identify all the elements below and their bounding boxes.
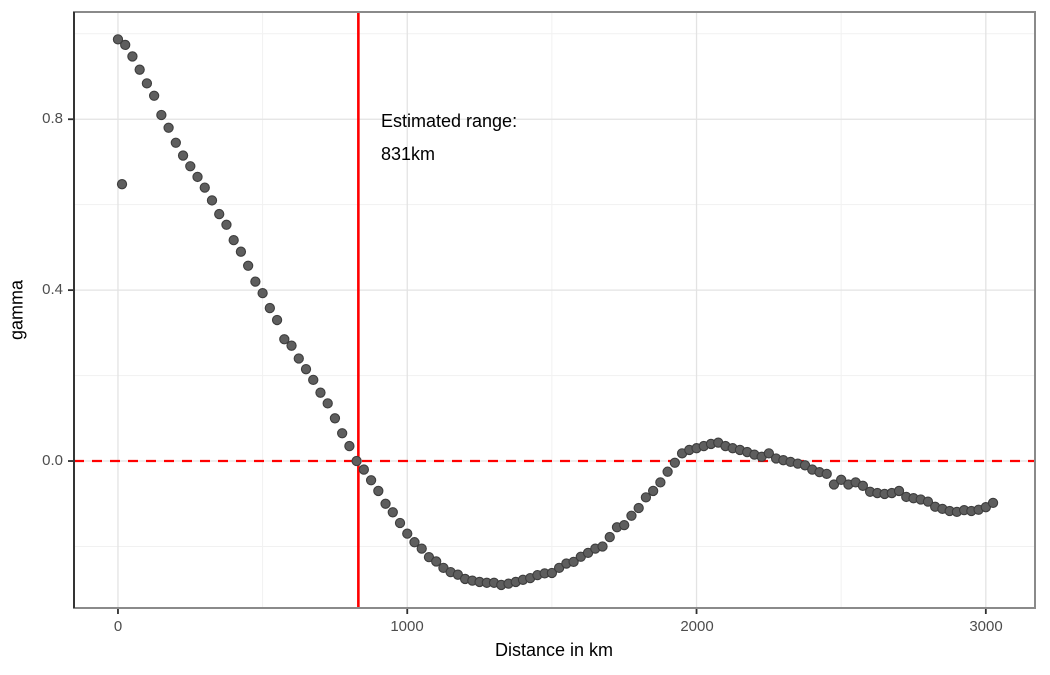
data-point: [431, 556, 442, 567]
data-point: [604, 531, 615, 543]
data-point: [163, 122, 174, 133]
data-point: [409, 537, 420, 548]
data-point: [271, 314, 283, 326]
annotation-line-2: 831km: [381, 144, 436, 164]
data-point: [257, 287, 268, 299]
data-point: [597, 541, 608, 552]
data-point: [546, 567, 558, 579]
data-point: [394, 517, 406, 529]
y-tick-label-2: 0.8: [42, 110, 63, 127]
data-point: [669, 457, 680, 468]
data-point: [626, 510, 637, 521]
data-point: [214, 208, 225, 220]
data-point: [264, 302, 275, 314]
data-point: [300, 364, 312, 375]
data-point: [286, 340, 297, 351]
data-point: [322, 398, 333, 409]
data-point: [662, 466, 673, 477]
data-point: [156, 109, 167, 121]
data-point: [315, 387, 326, 398]
data-point: [647, 485, 659, 497]
data-point: [148, 90, 160, 101]
data-point: [365, 475, 377, 486]
annotation-line-1: Estimated range:: [381, 111, 518, 131]
data-point: [141, 78, 153, 89]
data-point: [235, 246, 247, 257]
data-point: [402, 528, 413, 539]
data-point: [120, 39, 131, 51]
data-point: [308, 374, 319, 386]
data-point: [619, 519, 630, 531]
x-tick-label-2: 2000: [680, 618, 714, 635]
data-point: [185, 161, 196, 172]
data-point: [568, 556, 579, 568]
data-point: [112, 34, 124, 45]
data-point: [221, 219, 232, 230]
data-point: [250, 276, 261, 287]
data-point: [655, 477, 666, 488]
annotation-estimated-range: Estimated range: 831km: [381, 105, 517, 171]
data-point: [640, 492, 652, 503]
data-point: [893, 485, 905, 497]
data-point: [380, 498, 391, 509]
data-point: [387, 507, 398, 518]
data-point: [821, 468, 832, 479]
data-point: [199, 182, 210, 193]
y-axis-title: gamma: [6, 279, 27, 341]
data-point: [279, 334, 290, 345]
data-point: [987, 497, 999, 509]
data-point: [134, 64, 145, 75]
data-point: [344, 440, 355, 452]
y-tick-label-1: 0.4: [42, 281, 63, 298]
data-point: [116, 179, 128, 190]
data-point: [763, 448, 775, 459]
data-point: [857, 480, 869, 491]
data-point: [633, 502, 644, 514]
data-point: [337, 428, 348, 439]
x-axis-title: Distance in km: [494, 640, 614, 660]
data-point: [177, 150, 189, 161]
data-point: [373, 485, 384, 497]
panel-background: [74, 12, 1035, 608]
x-tick-label-0: 0: [113, 618, 123, 635]
data-point: [293, 353, 304, 364]
data-point: [416, 543, 427, 554]
data-point: [170, 137, 181, 148]
data-point: [192, 171, 203, 183]
data-point: [351, 455, 362, 467]
data-point: [127, 51, 138, 62]
data-point: [242, 260, 254, 271]
x-tick-label-1: 1000: [390, 618, 424, 635]
data-point: [836, 474, 847, 485]
data-point: [329, 413, 341, 424]
data-point: [358, 464, 370, 475]
data-point: [922, 496, 934, 507]
x-tick-label-3: 3000: [969, 618, 1003, 635]
data-point: [206, 195, 218, 206]
data-point: [828, 479, 840, 490]
data-point: [228, 234, 239, 246]
y-tick-label-0: 0.0: [42, 452, 63, 469]
